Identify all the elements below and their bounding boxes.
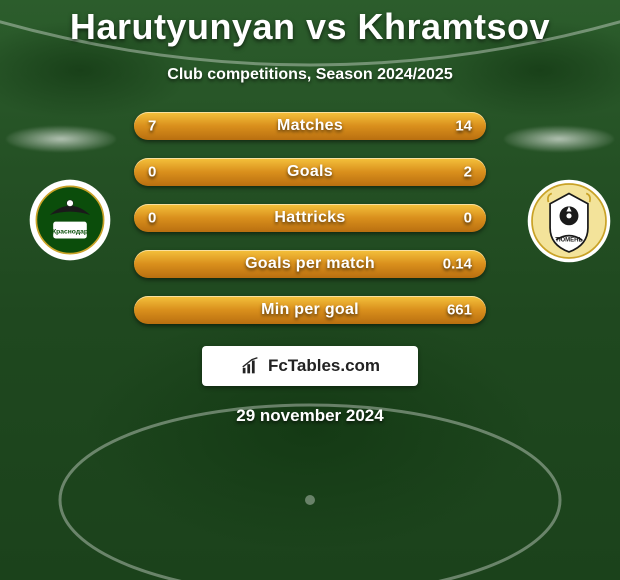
- stat-right-value: 0: [464, 210, 472, 227]
- stat-label: Min per goal: [261, 301, 359, 319]
- stat-left-value: 0: [148, 210, 156, 227]
- chart-icon: [240, 355, 262, 377]
- stat-label: Goals per match: [245, 255, 375, 273]
- stat-row-hattricks: 0 Hattricks 0: [134, 204, 486, 232]
- stat-label: Goals: [287, 163, 333, 181]
- stat-right-value: 2: [464, 164, 472, 181]
- brand-badge: FcTables.com: [202, 346, 418, 386]
- date-text: 29 november 2024: [0, 406, 620, 426]
- stat-label: Hattricks: [274, 209, 345, 227]
- team-right-badge: ТЮМЕНЬ: [526, 178, 612, 264]
- page-title: Harutyunyan vs Khramtsov: [0, 0, 620, 48]
- stat-right-value: 0.14: [443, 256, 472, 273]
- brand-text: FcTables.com: [268, 356, 380, 376]
- stat-row-goals: 0 Goals 2: [134, 158, 486, 186]
- player-right-shadow: [504, 126, 614, 152]
- stat-row-goals-per-match: Goals per match 0.14: [134, 250, 486, 278]
- stat-left-value: 7: [148, 118, 156, 135]
- stat-left-value: 0: [148, 164, 156, 181]
- stat-label: Matches: [277, 117, 343, 135]
- player-left-shadow: [6, 126, 116, 152]
- svg-text:ТЮМЕНЬ: ТЮМЕНЬ: [555, 238, 583, 244]
- stat-row-min-per-goal: Min per goal 661: [134, 296, 486, 324]
- team-left-badge: Краснодар: [28, 178, 112, 262]
- stat-row-matches: 7 Matches 14: [134, 112, 486, 140]
- stat-right-value: 661: [447, 302, 472, 319]
- stats-list: 7 Matches 14 0 Goals 2 0 Hattricks 0 Goa…: [134, 112, 486, 324]
- svg-text:Краснодар: Краснодар: [52, 228, 88, 235]
- subtitle: Club competitions, Season 2024/2025: [0, 66, 620, 84]
- stat-right-value: 14: [455, 118, 472, 135]
